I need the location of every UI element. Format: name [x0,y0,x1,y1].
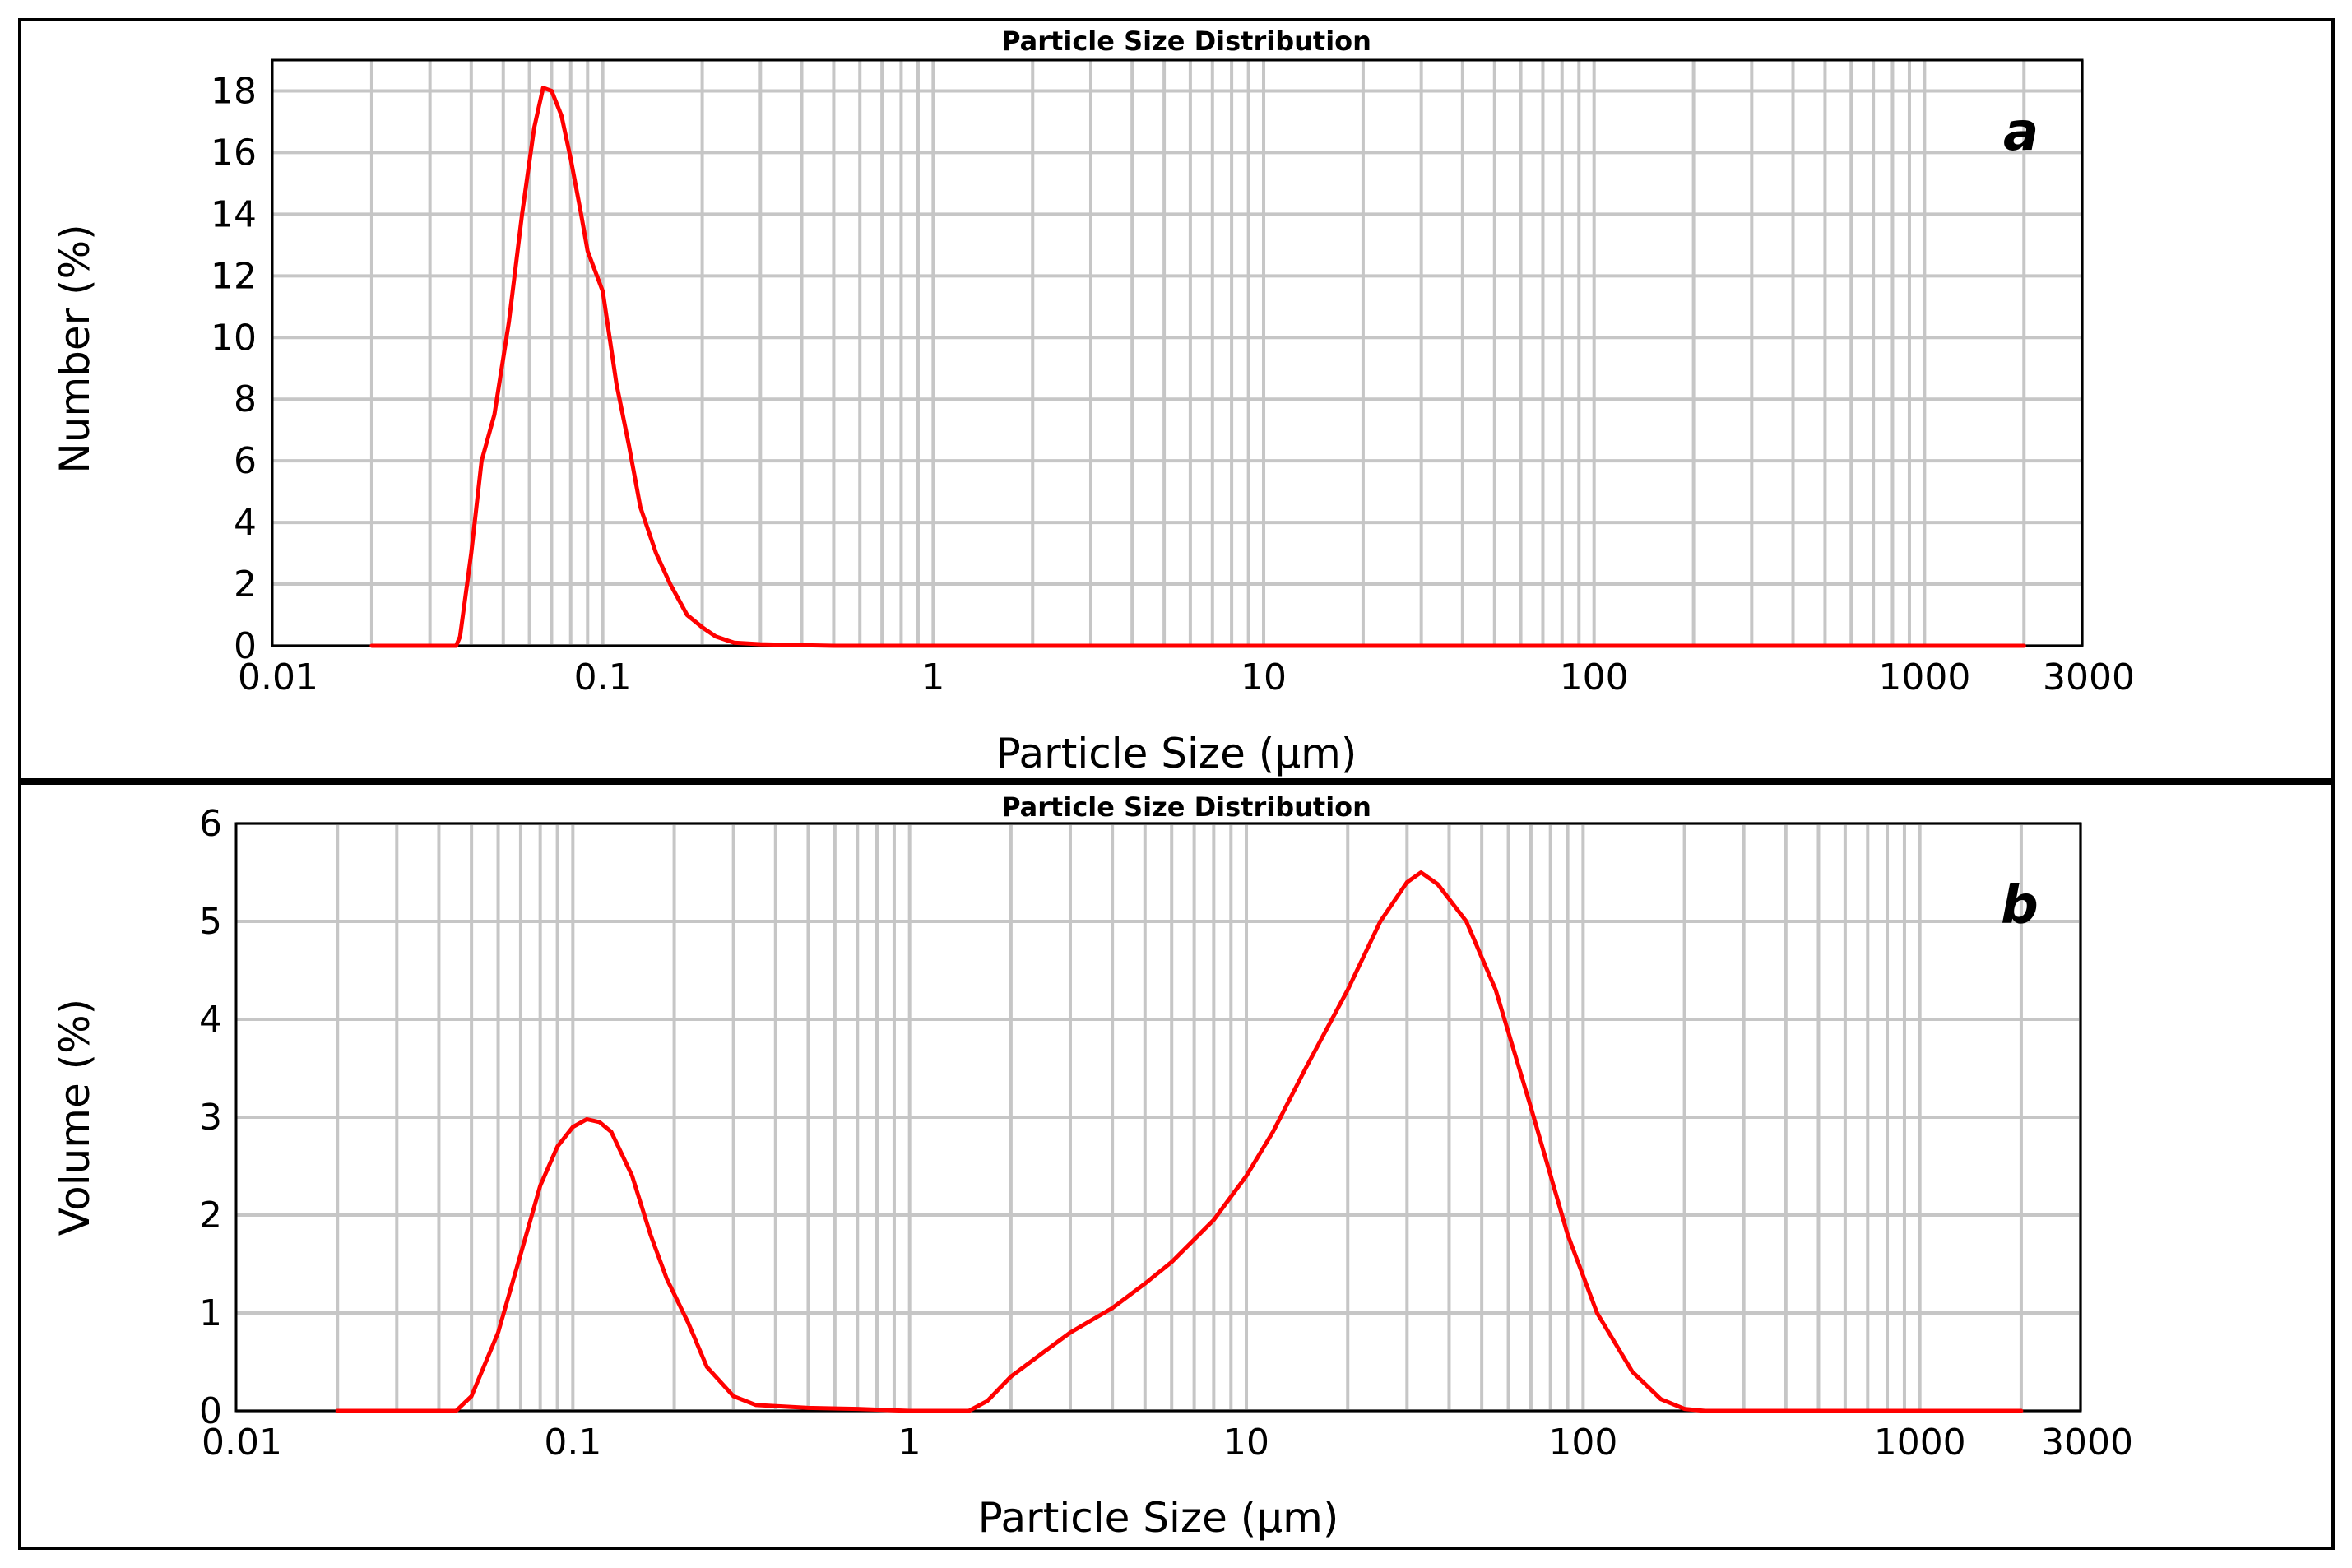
panel-a-x-ticks: 0.01 0.1 1 10 100 1000 3000 [238,656,2135,698]
panel-b-plot-border [234,822,2082,1413]
panel-b-y-tick-label: 4 [199,999,222,1041]
panel-a-y-tick-label: 12 [211,255,257,297]
panel-a: Particle Size Distribution 0 2 4 6 8 10 12 14 16… [18,18,2335,782]
panel-a-grid [272,60,2084,647]
panel-a-x-tick-label: 1000 [1878,656,1970,698]
panel-a-x-label: Particle Size (µm) [996,730,1357,777]
panel-a-y-ticks: 0 2 4 6 8 10 12 14 16 18 [211,70,257,667]
panel-a-letter: a [2003,102,2039,163]
panel-a-x-tick-label: 100 [1560,656,1629,698]
panel-b-x-tick-label: 3000 [2041,1422,2133,1464]
panel-b-x-tick-label: 1 [898,1422,921,1464]
panel-b-x-tick-label: 100 [1548,1422,1617,1464]
panel-a-y-tick-label: 0 [234,625,257,667]
panel-a-y-tick-label: 14 [211,193,257,235]
panel-a-x-tick-label: 0.1 [574,656,632,698]
panel-a-y-tick-label: 18 [211,70,257,112]
panel-a-y-label: Number (%) [51,224,99,473]
panel-b-x-tick-label: 1000 [1874,1422,1966,1464]
panel-a-y-tick-label: 10 [211,317,257,359]
panel-b-volume-curve [335,870,2024,1413]
panel-b-y-ticks: 0 1 2 3 4 5 6 [199,803,222,1432]
panel-a-y-tick-label: 6 [234,440,257,482]
panel-b-y-tick-label: 5 [199,901,222,943]
panel-b-frame [18,782,2335,1550]
panel-a-frame [18,18,2335,782]
panel-a-x-tick-label: 1 [921,656,944,698]
panel-b-y-tick-label: 0 [199,1390,222,1432]
panel-b-x-tick-label: 0.1 [544,1422,601,1464]
panel-b-y-label: Volume (%) [51,999,99,1236]
panel-b-y-tick-label: 3 [199,1097,222,1139]
panel-a-x-tick-label: 0.01 [238,656,318,698]
panel-b-y-tick-label: 2 [199,1195,222,1236]
panel-a-number-curve [369,86,2026,648]
panel-a-y-tick-label: 4 [234,502,257,544]
panel-a-plot-border [271,58,2084,647]
panel-b-y-tick-label: 1 [199,1292,222,1334]
panel-b-x-ticks: 0.01 0.1 1 10 100 1000 3000 [202,1422,2133,1464]
panel-a-x-tick-label: 3000 [2043,656,2135,698]
panel-a-y-tick-label: 2 [234,564,257,605]
panel-b-x-label: Particle Size (µm) [978,1494,1339,1542]
panel-b-y-tick-label: 6 [199,803,222,845]
panel-a-title: Particle Size Distribution [1001,26,1371,57]
panel-b-title: Particle Size Distribution [1001,791,1371,823]
panel-a-y-tick-label: 16 [211,132,257,174]
panel-b-grid [236,822,2082,1413]
panel-a-y-tick-label: 8 [234,378,257,420]
panel-a-x-tick-label: 10 [1241,656,1287,698]
panel-b-x-tick-label: 10 [1223,1422,1269,1464]
panel-b-x-tick-label: 0.01 [202,1422,282,1464]
panel-b-letter: b [2001,875,2039,936]
